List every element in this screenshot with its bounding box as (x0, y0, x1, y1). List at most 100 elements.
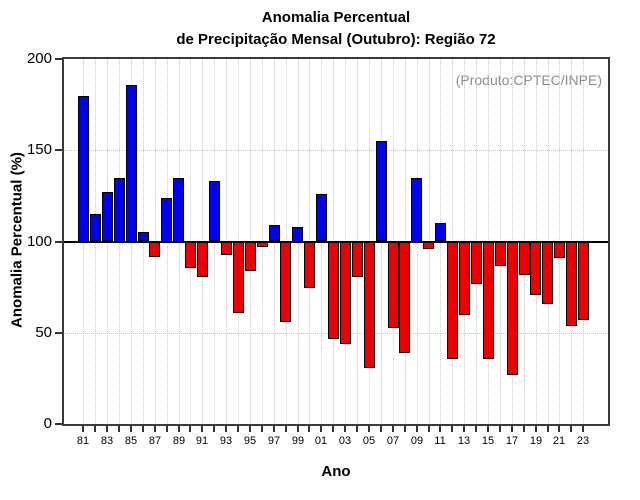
bar-2023 (578, 242, 589, 320)
y-tick-label-100: 100 (26, 233, 52, 250)
bar-1986 (138, 232, 149, 241)
x-tick-1982 (94, 426, 96, 432)
bar-1991 (197, 242, 208, 277)
chart-title-line-1: Anomalia Percentual (261, 9, 411, 26)
x-tick-1983 (106, 426, 108, 432)
x-tick-label-2019: 19 (529, 435, 543, 447)
x-tick-label-2003: 03 (338, 435, 352, 447)
x-tick-2015 (487, 426, 489, 432)
chart-title-line-2: de Precipitação Mensal (Outubro): Região… (176, 31, 496, 48)
bar-2012 (447, 242, 458, 359)
x-tick-2016 (499, 426, 501, 432)
x-tick-1999 (297, 426, 299, 432)
y-tick-label-200: 200 (26, 50, 52, 67)
bar-2014 (471, 242, 482, 284)
x-tick-label-1983: 83 (100, 435, 114, 447)
bar-1983 (102, 192, 113, 241)
x-tick-label-2001: 01 (314, 435, 328, 447)
x-tick-1992 (213, 426, 215, 432)
bar-2007 (388, 242, 399, 328)
bar-1987 (149, 242, 160, 257)
plot-area: (Produto:CPTEC/INPE) (62, 57, 610, 426)
x-tick-2003 (344, 426, 346, 432)
bar-2004 (352, 242, 363, 277)
y-tick-label-50: 50 (35, 324, 52, 341)
bar-2011 (435, 223, 446, 241)
y-tick-150 (55, 149, 62, 151)
y-tick-50 (55, 332, 62, 334)
bar-2006 (376, 141, 387, 241)
bar-1998 (280, 242, 291, 322)
x-tick-1996 (261, 426, 263, 432)
x-tick-1997 (273, 426, 275, 432)
bar-1985 (126, 85, 137, 242)
bar-2000 (304, 242, 315, 288)
x-tick-label-1981: 81 (76, 435, 90, 447)
x-tick-2000 (308, 426, 310, 432)
y-tick-label-150: 150 (26, 141, 52, 158)
bar-2003 (340, 242, 351, 344)
bar-2022 (566, 242, 577, 326)
x-tick-label-2005: 05 (362, 435, 376, 447)
bar-1982 (90, 214, 101, 241)
x-tick-label-1999: 99 (291, 435, 305, 447)
bar-1989 (173, 178, 184, 242)
x-tick-label-2007: 07 (386, 435, 400, 447)
bar-1997 (269, 225, 280, 241)
x-tick-1991 (201, 426, 203, 432)
x-tick-label-1997: 97 (267, 435, 281, 447)
x-tick-2001 (320, 426, 322, 432)
x-tick-label-2013: 13 (457, 435, 471, 447)
x-tick-1994 (237, 426, 239, 432)
bar-1995 (245, 242, 256, 271)
x-tick-1988 (166, 426, 168, 432)
bar-2009 (411, 178, 422, 242)
x-tick-1998 (285, 426, 287, 432)
bar-2005 (364, 242, 375, 368)
x-tick-2018 (523, 426, 525, 432)
x-tick-1981 (82, 426, 84, 432)
bar-2015 (483, 242, 494, 359)
x-tick-1986 (142, 426, 144, 432)
x-tick-label-2011: 11 (434, 435, 446, 447)
x-tick-2021 (558, 426, 560, 432)
x-tick-1985 (130, 426, 132, 432)
y-tick-100 (55, 241, 62, 243)
x-tick-2013 (463, 426, 465, 432)
x-tick-2009 (416, 426, 418, 432)
bar-1990 (185, 242, 196, 268)
bar-1993 (221, 242, 232, 255)
x-tick-label-1989: 89 (172, 435, 186, 447)
bar-1992 (209, 181, 220, 241)
x-tick-2019 (535, 426, 537, 432)
bar-1984 (114, 178, 125, 242)
x-tick-1995 (249, 426, 251, 432)
x-tick-2011 (439, 426, 441, 432)
x-tick-label-2017: 17 (505, 435, 519, 447)
x-tick-2006 (380, 426, 382, 432)
x-tick-label-2023: 23 (576, 435, 590, 447)
x-tick-label-2015: 15 (481, 435, 495, 447)
y-tick-label-0: 0 (43, 415, 52, 432)
bar-2021 (554, 242, 565, 258)
bar-1981 (78, 96, 89, 242)
x-tick-2023 (582, 426, 584, 432)
bar-1988 (161, 198, 172, 242)
x-tick-1990 (189, 426, 191, 432)
x-tick-2002 (332, 426, 334, 432)
bar-1994 (233, 242, 244, 313)
x-tick-label-1991: 91 (195, 435, 209, 447)
x-tick-1984 (118, 426, 120, 432)
x-tick-2005 (368, 426, 370, 432)
x-tick-label-1987: 87 (148, 435, 162, 447)
bar-2008 (399, 242, 410, 353)
x-tick-1989 (178, 426, 180, 432)
bar-2017 (507, 242, 518, 375)
y-tick-0 (55, 423, 62, 425)
bar-1996 (257, 242, 268, 247)
x-axis-title: Ano (321, 463, 351, 480)
bar-1999 (292, 227, 303, 242)
x-tick-label-1993: 93 (219, 435, 233, 447)
x-tick-2012 (451, 426, 453, 432)
